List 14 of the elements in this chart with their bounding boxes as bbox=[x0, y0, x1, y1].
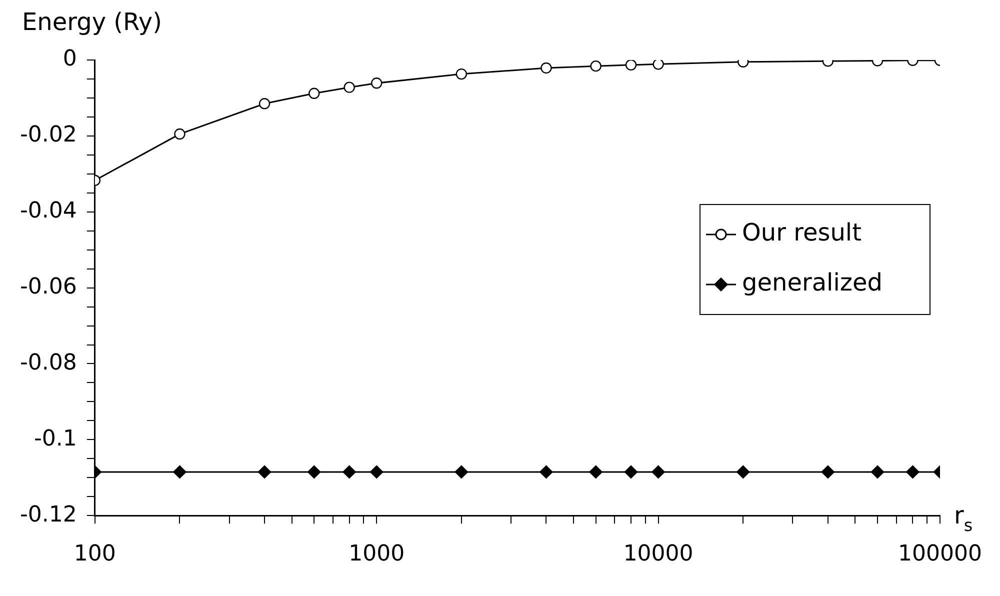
x-tick-label: 1000 bbox=[348, 542, 405, 567]
y-tick-label: -0.04 bbox=[20, 198, 77, 224]
y-tick-label: -0.1 bbox=[34, 426, 77, 452]
y-tick-label: 0 bbox=[62, 46, 77, 72]
x-tick-label: 10000 bbox=[623, 542, 694, 567]
y-tick-label: -0.08 bbox=[20, 350, 77, 376]
y-tick-label: -0.06 bbox=[20, 274, 77, 300]
y-tick-label: -0.02 bbox=[20, 122, 77, 148]
legend-label: Our result bbox=[742, 218, 862, 247]
y-tick-label: -0.12 bbox=[20, 502, 77, 528]
y-axis-title: Energy (Ry) bbox=[22, 8, 162, 36]
x-tick-label: 100 bbox=[74, 542, 116, 567]
legend-label: generalized bbox=[742, 268, 882, 297]
x-tick-label: 100000 bbox=[898, 542, 982, 567]
